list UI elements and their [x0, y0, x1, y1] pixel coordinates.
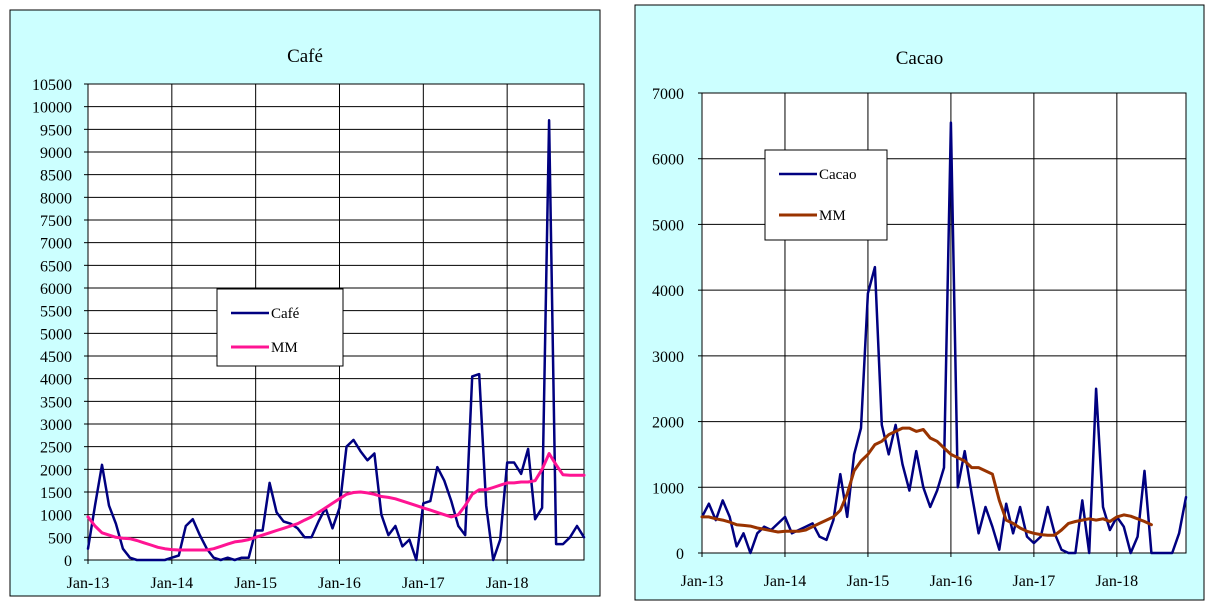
x-tick-label: Jan-15 [234, 575, 277, 592]
y-tick-label: 1000 [652, 480, 684, 497]
series-line-main [700, 121, 1188, 555]
legend-box [216, 288, 344, 367]
chart-cafe-svg: Café 0 500 1000 1500 2000 2500 3000 3500 4000 4500… [9, 9, 601, 597]
y-tick-label: 8500 [40, 168, 72, 185]
x-tick-label: Jan-14 [764, 573, 807, 590]
y-tick-label: 5000 [40, 326, 72, 343]
chart-cacao: Cacao 0 1000 2000 3000 4000 5000 6000 7000 Jan-13… [632, 0, 1208, 607]
legend-label: Cacao [819, 167, 856, 183]
series-line-mm [86, 452, 586, 552]
y-tick-label: 5500 [40, 304, 72, 321]
series-line-main [86, 119, 586, 562]
y-tick-label: 9000 [40, 145, 72, 162]
y-axis: 0 500 1000 1500 2000 2500 3000 3500 4000 4500 5000… [32, 77, 584, 570]
y-tick-label: 10000 [32, 100, 72, 117]
x-tick-label: Jan-16 [318, 575, 361, 592]
chart-cacao-svg: Cacao01000200030004000500060007000Jan-13… [634, 4, 1205, 601]
legend-label: MM [271, 340, 298, 356]
legend: Café MM [216, 288, 344, 367]
y-tick-label: 3500 [40, 394, 72, 411]
y-tick-label: 9500 [40, 122, 72, 139]
x-tick-label: Jan-18 [1096, 573, 1139, 590]
y-axis: 0 1000 2000 3000 4000 5000 6000 7000 [652, 86, 1186, 563]
y-tick-label: 7500 [40, 213, 72, 230]
x-tick-label: Jan-18 [486, 575, 529, 592]
y-tick-label: 2500 [40, 440, 72, 457]
x-tick-label: Jan-13 [681, 573, 724, 590]
y-tick-label: 1500 [40, 485, 72, 502]
x-axis: Jan-13 Jan-14 Jan-15 Jan-16 Jan-17 Jan-18 [681, 93, 1139, 590]
x-tick-label: Jan-15 [847, 573, 890, 590]
x-tick-label: Jan-14 [151, 575, 194, 592]
x-axis: Jan-13 Jan-14 Jan-15 Jan-16 Jan-17 Jan-18 [67, 84, 529, 592]
x-tick-label: Jan-13 [67, 575, 110, 592]
legend-label: MM [819, 208, 846, 224]
y-tick-label: 7000 [40, 236, 72, 253]
x-tick-label: Jan-16 [930, 573, 973, 590]
legend-label: Café [271, 306, 300, 322]
y-tick-label: 8000 [40, 190, 72, 207]
legend-box [764, 149, 888, 241]
x-tick-label: Jan-17 [402, 575, 445, 592]
y-tick-label: 0 [676, 546, 684, 563]
y-tick-label: 4000 [652, 283, 684, 300]
y-tick-label: 4000 [40, 372, 72, 389]
y-tick-label: 6000 [652, 152, 684, 169]
y-tick-label: 0 [64, 553, 72, 570]
legend: Cacao MM [764, 149, 888, 241]
chart-title: Cacao [896, 48, 943, 69]
y-tick-label: 5000 [652, 217, 684, 234]
y-tick-label: 2000 [652, 415, 684, 432]
y-tick-label: 6500 [40, 258, 72, 275]
y-tick-label: 6000 [40, 281, 72, 298]
chart-cafe: Café 0 500 1000 1500 2000 2500 3000 3500 4000 4500… [9, 9, 601, 597]
y-tick-label: 3000 [40, 417, 72, 434]
y-tick-label: 2000 [40, 462, 72, 479]
y-tick-label: 500 [48, 530, 72, 547]
chart-title: Café [287, 46, 323, 67]
y-tick-label: 10500 [32, 77, 72, 94]
y-tick-label: 3000 [652, 349, 684, 366]
y-tick-label: 4500 [40, 349, 72, 366]
y-tick-label: 1000 [40, 508, 72, 525]
series-line-mm [700, 426, 1153, 537]
y-tick-label: 7000 [652, 86, 684, 103]
x-tick-label: Jan-17 [1013, 573, 1056, 590]
